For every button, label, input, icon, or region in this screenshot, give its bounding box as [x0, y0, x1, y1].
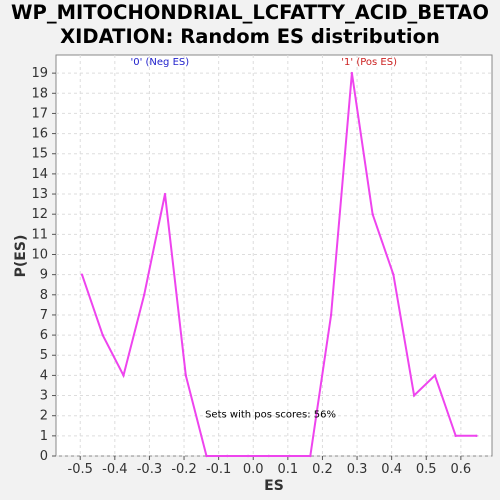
chart-annotation: '1' (Pos ES)	[341, 57, 397, 68]
y-tick-label: 13	[31, 187, 48, 202]
x-tick-label: 0.5	[416, 462, 437, 477]
grid	[56, 55, 492, 457]
y-tick-label: 0	[40, 449, 48, 464]
data-point	[475, 434, 478, 438]
x-tick-label: -0.5	[68, 462, 93, 477]
y-tick-label: 7	[40, 308, 48, 323]
data-point	[143, 293, 146, 296]
x-axis-label: ES	[264, 478, 284, 494]
y-axis-label: P(ES)	[13, 235, 29, 278]
y-tick-label: 5	[40, 348, 48, 363]
x-tick-label: 0.3	[347, 462, 368, 477]
data-point	[246, 454, 250, 458]
x-tick-label: -0.4	[102, 462, 127, 477]
y-tick-label: 6	[40, 328, 48, 343]
data-point	[433, 374, 437, 377]
chart-annotation: Sets with pos scores: 56%	[205, 410, 336, 421]
data-point	[101, 333, 104, 337]
y-tick-label: 18	[31, 86, 48, 101]
y-tick-label: 3	[40, 389, 48, 404]
data-point	[226, 454, 229, 458]
data-point	[350, 71, 354, 75]
annotations: '0' (Neg ES) '1' (Pos ES) Sets with pos sc…	[130, 57, 397, 421]
y-tick-label: 12	[31, 207, 48, 222]
data-point	[454, 434, 457, 438]
data-point	[329, 313, 333, 317]
y-tick-label: 2	[40, 409, 48, 424]
y-tick-label: 11	[31, 227, 48, 242]
x-tick-label: 0.4	[381, 462, 402, 477]
x-tick-label: -0.3	[137, 462, 162, 477]
series-line	[81, 72, 477, 457]
data-point	[288, 454, 291, 458]
chart-annotation: '0' (Neg ES)	[130, 57, 189, 68]
data-point	[267, 454, 271, 458]
data-point	[412, 394, 416, 397]
y-tick-label: 9	[40, 268, 48, 283]
data-point	[184, 374, 187, 377]
y-tick-label: 17	[31, 106, 48, 121]
x-tick-label: 0.2	[312, 462, 333, 477]
x-tick-label: -0.2	[171, 462, 196, 477]
x-tick-label: -0.1	[206, 462, 231, 477]
y-tick-label: 4	[40, 368, 48, 383]
x-tick-label: 0.1	[277, 462, 298, 477]
data-point	[309, 454, 312, 458]
x-tick-label: 0.6	[451, 462, 472, 477]
y-tick-label: 1	[40, 429, 48, 444]
chart-title: WP_MITOCHONDRIAL_LCFATTY_ACID_BETAO XIDA…	[11, 1, 489, 48]
data-point	[392, 273, 395, 276]
y-tick-label: 16	[31, 127, 48, 142]
data-point	[80, 273, 84, 276]
y-tick-label: 8	[40, 288, 48, 303]
data-point	[371, 212, 374, 216]
y-tick-label: 19	[31, 66, 48, 81]
data-point	[163, 192, 167, 196]
y-tick-label: 14	[31, 167, 48, 182]
y-tick-label: 15	[31, 147, 48, 162]
data-points	[80, 71, 478, 458]
y-tick-label: 10	[31, 247, 48, 262]
x-tick-label: 0.0	[243, 462, 264, 477]
data-point	[205, 454, 208, 458]
data-point	[122, 374, 125, 377]
